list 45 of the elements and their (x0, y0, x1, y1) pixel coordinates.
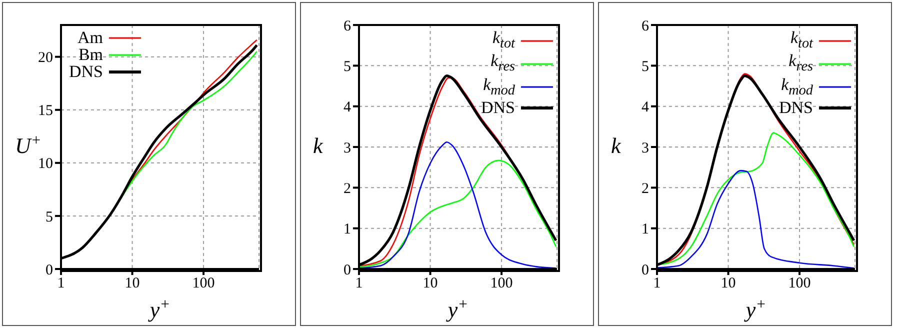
y-tick-label: 3 (642, 140, 649, 156)
legend-label: Bm (78, 45, 104, 64)
y-axis-title: U$^{+}$ (15, 132, 42, 158)
y-tick-label: 6 (344, 18, 352, 34)
y-tick-label: 6 (642, 18, 650, 34)
x-axis-title: y$^{+}$ (446, 296, 468, 322)
x-tick-label: 10 (720, 276, 736, 292)
y-tick-label: 15 (38, 103, 53, 120)
y-tick-label: 10 (38, 156, 53, 172)
legend-label: Am (78, 28, 104, 47)
y-tick-label: 20 (38, 50, 53, 66)
y-tick-label: 2 (344, 180, 351, 197)
x-tick-label: 10 (124, 276, 140, 292)
y-tick-label: 5 (344, 58, 351, 75)
legend-label: k$_{res}$ (490, 51, 515, 76)
y-axis-title: k (611, 133, 622, 158)
x-tick-label: 100 (490, 276, 513, 292)
legend-label: k$_{mod}$ (483, 74, 515, 100)
y-tick-label: 2 (642, 180, 649, 197)
y-tick-label: 3 (344, 140, 351, 156)
legend-label: DNS (69, 62, 104, 81)
x-tick-label: 100 (788, 276, 811, 292)
x-axis-title: y$^{+}$ (744, 296, 766, 322)
y-axis-title: k (313, 133, 324, 158)
legend-label: k$_{tot}$ (492, 28, 515, 52)
y-tick-label: 1 (344, 222, 351, 238)
x-tick-label: 1 (355, 276, 363, 292)
legend-label: k$_{mod}$ (781, 74, 813, 100)
legend-label: DNS (480, 98, 515, 118)
y-tick-label: 4 (642, 100, 650, 116)
x-tick-label: 10 (422, 276, 438, 292)
legend-label: k$_{res}$ (788, 51, 813, 76)
legend-label: DNS (778, 98, 813, 118)
y-tick-label: 4 (344, 100, 352, 116)
y-tick-label: 5 (642, 58, 649, 75)
x-tick-label: 1 (653, 276, 661, 292)
y-tick-label: 0 (46, 262, 53, 278)
y-tick-label: 0 (642, 262, 649, 278)
x-axis-title: y$^{+}$ (148, 296, 170, 322)
y-tick-label: 5 (46, 209, 53, 226)
y-tick-label: 0 (344, 262, 351, 278)
x-tick-label: 1 (57, 276, 65, 292)
y-tick-label: 1 (642, 222, 649, 238)
x-tick-label: 100 (192, 276, 215, 292)
legend-label: k$_{tot}$ (790, 28, 813, 52)
